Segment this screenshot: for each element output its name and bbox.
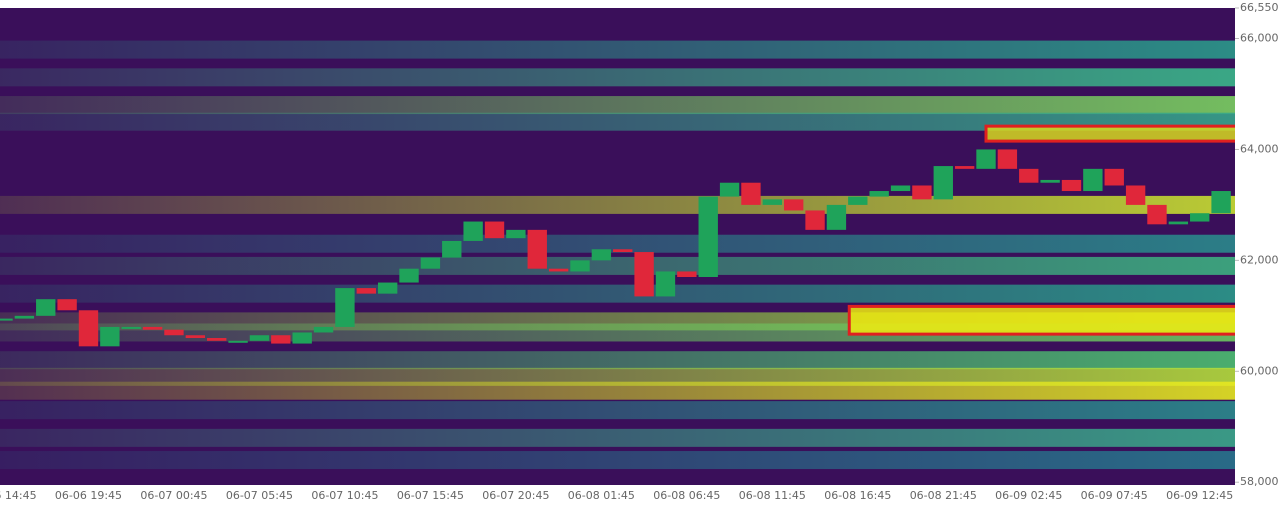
candle — [100, 326, 120, 347]
y-tick-label: 60,000 — [1240, 364, 1279, 377]
x-tick-label: 06-07 10:45 — [311, 489, 378, 502]
candle — [848, 196, 868, 205]
candle — [1083, 168, 1103, 192]
y-tick-label: 64,000 — [1240, 142, 1279, 155]
candle — [292, 332, 312, 344]
candle — [57, 299, 77, 311]
candle — [506, 229, 526, 239]
candle — [78, 310, 99, 347]
candle — [142, 326, 163, 330]
x-tick-label: 06-07 15:45 — [397, 489, 464, 502]
candle — [954, 166, 975, 169]
y-tick-label: 66,550 — [1240, 1, 1279, 14]
heat-band — [0, 284, 1235, 303]
x-tick-label: 06-07 05:45 — [226, 489, 293, 502]
y-tick-label: 58,000 — [1240, 475, 1279, 488]
heat-band — [0, 112, 1235, 131]
x-tick-label: 06-08 21:45 — [910, 489, 977, 502]
candle — [185, 335, 206, 339]
candle — [164, 329, 184, 336]
candle — [420, 257, 441, 269]
candle — [0, 318, 13, 321]
candle — [1211, 191, 1231, 214]
candle — [207, 338, 227, 341]
candle — [933, 166, 953, 200]
plot — [0, 40, 1235, 470]
candle — [14, 315, 35, 319]
x-tick-label: 06-09 07:45 — [1081, 489, 1148, 502]
candle — [228, 340, 248, 343]
heat-band — [0, 96, 1235, 115]
candle — [527, 229, 547, 269]
heat-band — [0, 381, 1235, 400]
y-tick-label: 62,000 — [1240, 253, 1279, 266]
candle — [591, 249, 612, 261]
candle — [1061, 179, 1082, 192]
candle — [1168, 221, 1189, 225]
heat-band — [0, 367, 1235, 386]
candle — [463, 221, 483, 241]
candle — [1104, 168, 1124, 186]
heat-band — [0, 451, 1235, 470]
heat-band — [0, 40, 1235, 59]
candle — [762, 199, 783, 205]
candle — [1125, 185, 1146, 205]
candle — [570, 260, 590, 272]
candle — [121, 326, 141, 329]
candle — [399, 268, 419, 283]
candle — [719, 182, 740, 197]
candle — [313, 326, 334, 333]
candle — [698, 196, 718, 278]
candle — [484, 221, 505, 239]
highlight-zone — [847, 304, 1235, 336]
candle — [1147, 204, 1167, 225]
heat-band — [0, 428, 1235, 447]
x-tick-label: 06-09 12:45 — [1166, 489, 1233, 502]
x-tick-label: 06-09 02:45 — [995, 489, 1062, 502]
candle — [335, 288, 355, 327]
candle — [784, 199, 804, 211]
y-tick-label: 66,000 — [1240, 32, 1279, 45]
candle — [805, 210, 825, 230]
highlight-zone — [984, 124, 1235, 143]
x-tick-label: 06-08 11:45 — [739, 489, 806, 502]
x-tick-label: 06-07 00:45 — [140, 489, 207, 502]
candle — [890, 185, 911, 192]
heat-band — [0, 68, 1235, 87]
candle — [442, 240, 462, 258]
heat-band — [0, 234, 1235, 253]
heat-band — [0, 401, 1235, 420]
candle — [912, 185, 932, 200]
heat-band — [0, 195, 1235, 214]
candle — [36, 299, 56, 316]
candle — [826, 204, 847, 230]
candle — [869, 191, 889, 197]
candle — [741, 182, 761, 205]
candle — [976, 149, 996, 169]
candle — [249, 335, 270, 341]
x-tick-label: 06-06 19:45 — [55, 489, 122, 502]
candle — [548, 268, 569, 272]
candle — [677, 271, 697, 278]
x-tick-label: 06-06 14:45 — [0, 489, 37, 502]
candle — [997, 149, 1018, 169]
candle — [271, 335, 291, 344]
x-tick-label: 06-08 01:45 — [568, 489, 635, 502]
x-tick-label: 06-08 06:45 — [653, 489, 720, 502]
candle — [1040, 179, 1060, 183]
candle — [377, 282, 398, 294]
candle — [634, 252, 654, 297]
candle — [613, 249, 633, 253]
candle — [655, 271, 676, 297]
x-tick-label: 06-07 20:45 — [482, 489, 549, 502]
heat-band — [0, 256, 1235, 275]
heat-band — [0, 351, 1235, 370]
candle — [1190, 213, 1210, 222]
candle — [356, 288, 376, 294]
candle — [1019, 168, 1039, 183]
x-tick-label: 06-08 16:45 — [824, 489, 891, 502]
